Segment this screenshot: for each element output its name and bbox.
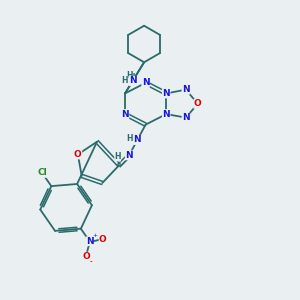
Text: N: N [162, 89, 170, 98]
Text: H: H [114, 152, 121, 161]
Text: Cl: Cl [37, 168, 47, 177]
Text: H: H [121, 76, 127, 85]
Text: N: N [162, 110, 170, 118]
Text: N: N [129, 76, 136, 85]
Text: N: N [182, 113, 190, 122]
Text: N: N [182, 85, 190, 94]
Text: O: O [99, 235, 107, 244]
Text: N: N [134, 136, 141, 145]
Text: +: + [92, 233, 98, 238]
Text: N: N [142, 78, 149, 87]
Text: O: O [74, 150, 82, 159]
Text: -: - [90, 257, 93, 266]
Text: H: H [128, 74, 134, 82]
Text: N: N [121, 110, 129, 118]
Text: H: H [126, 71, 133, 80]
Text: H: H [126, 134, 132, 143]
Text: N: N [86, 237, 93, 246]
Text: O: O [82, 252, 90, 261]
Text: N: N [125, 151, 133, 160]
Text: O: O [194, 99, 202, 108]
